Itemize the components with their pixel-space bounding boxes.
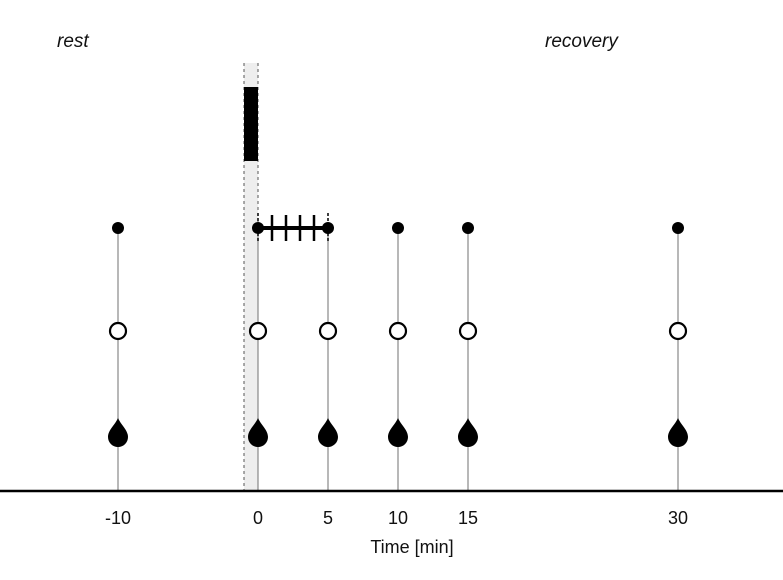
measurement-ring xyxy=(458,321,478,341)
measurement-dot xyxy=(672,222,684,234)
blood-drop-icon xyxy=(318,418,338,447)
x-axis-title: Time [min] xyxy=(370,537,453,557)
measurement-dot xyxy=(392,222,404,234)
blood-drop-icon xyxy=(248,418,268,447)
timepoint-markers xyxy=(108,213,688,447)
measurement-ring xyxy=(668,321,688,341)
phase-label-recovery: recovery xyxy=(545,31,619,52)
phase-label-rest: rest xyxy=(57,31,89,52)
blood-drop-icon xyxy=(668,418,688,447)
x-tick-label: -10 xyxy=(105,508,131,528)
measurement-dot xyxy=(252,222,264,234)
blood-drop-icon xyxy=(108,418,128,447)
measurement-dot xyxy=(322,222,334,234)
x-tick-label: 0 xyxy=(253,508,263,528)
measurement-dot xyxy=(112,222,124,234)
intervention-window-band xyxy=(244,63,258,491)
measurement-dot xyxy=(462,222,474,234)
measurement-ring xyxy=(248,321,268,341)
x-tick-label: 10 xyxy=(388,508,408,528)
x-tick-label: 30 xyxy=(668,508,688,528)
measurement-ring xyxy=(388,321,408,341)
x-tick-label: 5 xyxy=(323,508,333,528)
measurement-ring xyxy=(108,321,128,341)
blood-drop-icon xyxy=(458,418,478,447)
measurement-ring xyxy=(318,321,338,341)
blood-drop-icon xyxy=(388,418,408,447)
timepoint-stems xyxy=(117,228,679,491)
x-tick-label: 15 xyxy=(458,508,478,528)
intervention-block xyxy=(244,87,258,161)
tick-labels: -10 0 5 10 15 30 xyxy=(105,508,688,528)
